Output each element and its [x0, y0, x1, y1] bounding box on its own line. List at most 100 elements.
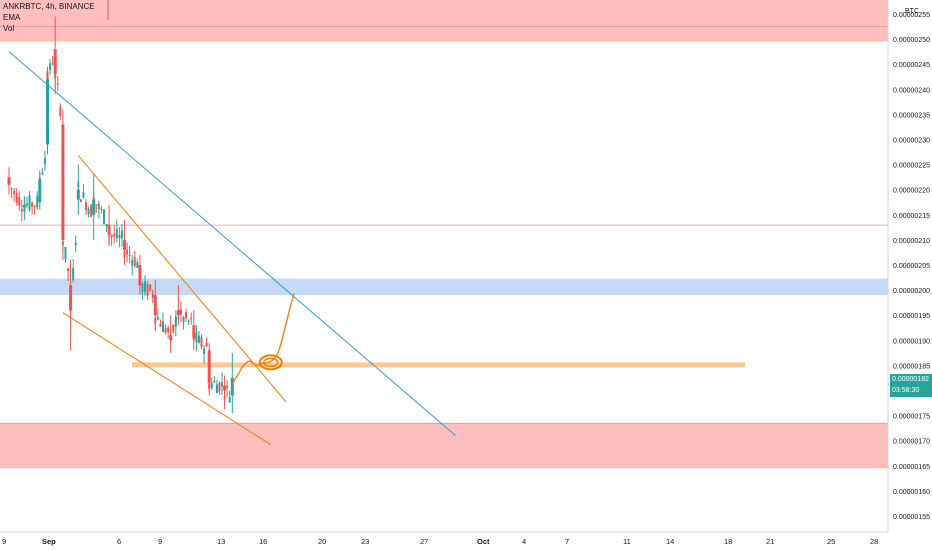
candle-body — [49, 63, 52, 71]
candle-body — [149, 284, 152, 291]
target-circle[interactable] — [258, 354, 283, 371]
candle-body-key — [7, 177, 11, 185]
candle-body — [15, 193, 18, 204]
candle-body — [226, 386, 229, 388]
price-unit-label: BTC — [905, 8, 919, 15]
candle-body — [90, 205, 93, 218]
candle-body — [33, 205, 36, 207]
candle-body-key — [92, 199, 96, 215]
price-tick-label: 0.00000215 — [893, 213, 930, 220]
candle-body — [185, 312, 188, 319]
candle-body — [31, 202, 34, 207]
price-tick-label: 0.00000205 — [893, 263, 930, 270]
candle-body — [179, 309, 182, 315]
price-tick-label: 0.00000160 — [893, 489, 930, 496]
candle-body — [182, 317, 185, 323]
candle-body — [56, 83, 59, 85]
candle-body — [10, 188, 13, 190]
candle-body — [118, 234, 121, 239]
bar-countdown: 03:58:30 — [892, 387, 920, 394]
candle-body — [36, 195, 39, 208]
projection-path[interactable] — [231, 292, 295, 385]
candle-body — [102, 209, 105, 224]
zone-resistance[interactable] — [0, 0, 888, 42]
price-tick-label: 0.00000190 — [893, 338, 930, 345]
indicator-vol-label[interactable]: Vol — [3, 24, 15, 33]
trendline-0[interactable] — [8, 51, 456, 437]
time-tick-label: Oct — [477, 537, 490, 546]
candle-body — [28, 195, 31, 210]
current-price-value: 0.00000182 — [892, 376, 929, 383]
candle-body-key — [53, 49, 57, 75]
price-tick-label: 0.00000195 — [893, 313, 930, 320]
candle-body — [136, 262, 139, 268]
time-tick-label: 28 — [870, 537, 878, 546]
candle-body — [141, 283, 144, 293]
current-price-badge: 0.00000182 03:58:30 — [890, 374, 932, 397]
zone-blue[interactable] — [0, 278, 888, 296]
candle-body-key — [76, 189, 80, 200]
candle-body-key — [176, 310, 180, 316]
price-tick-label: 0.00000170 — [893, 439, 930, 446]
candle-body — [74, 242, 77, 245]
candle-body — [197, 335, 200, 343]
candle-body — [67, 268, 70, 272]
candle-body — [51, 63, 54, 65]
candle-body — [18, 196, 21, 206]
candle-body-key — [123, 239, 126, 250]
candle-body-key — [223, 385, 227, 391]
candle-body — [156, 317, 159, 320]
candle-body-key — [107, 224, 111, 235]
time-tick-label: 9 — [158, 537, 162, 546]
time-tick-label: 7 — [565, 537, 569, 546]
time-tick-label: 14 — [666, 537, 674, 546]
price-tick-label: 0.00000225 — [893, 163, 930, 170]
time-tick-label: 23 — [361, 537, 369, 546]
candle-body — [213, 380, 216, 383]
price-tick-label: 0.00000220 — [893, 188, 930, 195]
candle-body-key — [169, 335, 173, 341]
time-axis-panel[interactable] — [0, 532, 932, 550]
candle-body-key — [192, 325, 196, 338]
candle-body — [205, 342, 208, 347]
candle-body — [79, 199, 82, 203]
candle-body-key — [61, 124, 65, 240]
time-tick-label: 13 — [217, 537, 225, 546]
price-tick-label: 0.00000165 — [893, 464, 930, 471]
price-tick-label: 0.00000245 — [893, 62, 930, 69]
candle-body — [115, 229, 118, 239]
trendline-1[interactable] — [77, 155, 287, 403]
candle-body — [13, 190, 16, 194]
indicator-ema-label[interactable]: EMA — [3, 13, 21, 22]
candle-body — [20, 209, 23, 212]
time-tick-label: 11 — [623, 537, 631, 546]
candle-body — [172, 324, 175, 332]
time-tick-label: 9 — [2, 537, 6, 546]
candle-body-key — [38, 179, 42, 203]
candle-body — [120, 230, 123, 239]
candle-body — [64, 246, 67, 260]
candle-body — [144, 281, 147, 292]
zone-demand[interactable] — [0, 423, 888, 469]
candle-body — [167, 327, 170, 333]
candle-body — [210, 383, 213, 388]
candle-body — [82, 192, 85, 198]
price-tick-label: 0.00000230 — [893, 138, 930, 145]
trendline-2[interactable] — [62, 312, 272, 446]
price-tick-label: 0.00000240 — [893, 87, 930, 94]
candle-body — [218, 382, 221, 392]
price-tick-label: 0.00000200 — [893, 288, 930, 295]
price-axis-panel[interactable] — [888, 0, 932, 532]
price-tick-label: 0.00000155 — [893, 514, 930, 521]
price-tick-label: 0.00000175 — [893, 414, 930, 421]
candle-body — [174, 316, 177, 327]
candle-body — [162, 321, 164, 332]
candle-body — [159, 323, 162, 327]
candle-body — [25, 203, 28, 206]
candle-body-key — [207, 350, 211, 383]
candle-body-key — [22, 204, 26, 208]
candle-body-key — [138, 265, 142, 286]
candle-body — [128, 254, 131, 256]
